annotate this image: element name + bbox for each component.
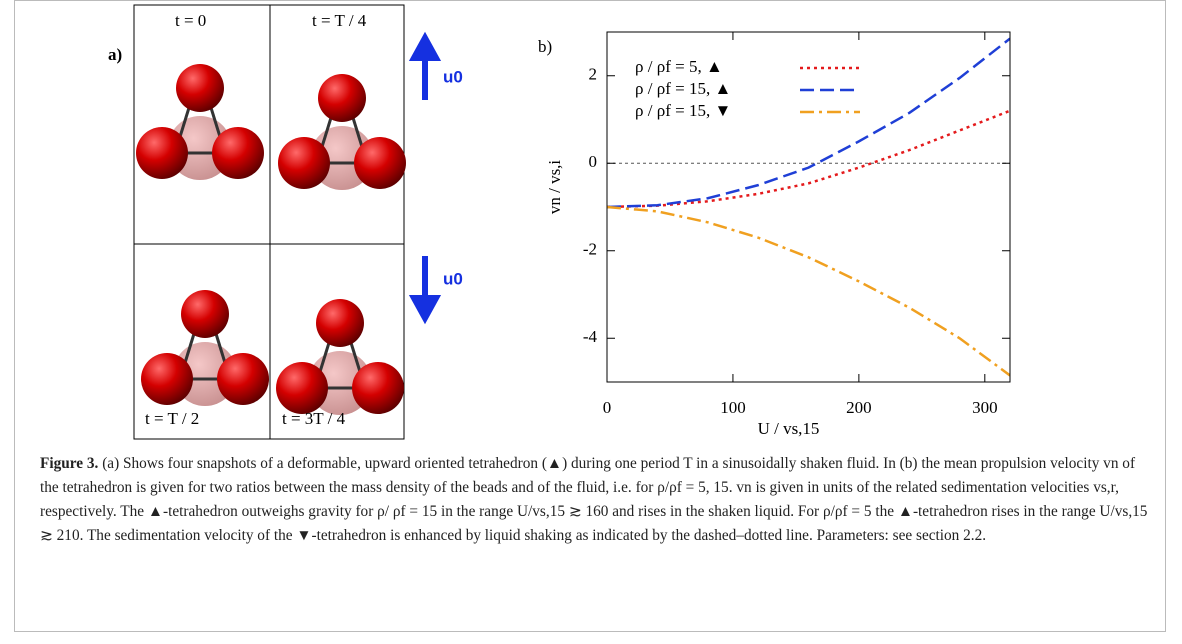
y-tick-label: 2 (589, 65, 598, 84)
x-tick-label: 200 (846, 398, 872, 417)
y-axis-label: vn / vs,i (545, 160, 564, 215)
caption-text: (a) Shows four snapshots of a deformable… (40, 455, 1148, 544)
figure: a) t = 0 t = T / 4 t = T / 2 t = 3T / 4 … (108, 4, 1011, 440)
snapshot-label: t = 0 (175, 11, 206, 30)
arrow-label: u0 (443, 67, 463, 86)
panel-label: a) (108, 45, 122, 64)
series-line (607, 109, 1010, 209)
legend-label: ρ / ρf = 5, ▲ (635, 57, 723, 76)
snapshot-label: t = 3T / 4 (282, 409, 346, 428)
y-tick-label: -2 (583, 240, 597, 259)
x-tick-label: 300 (972, 398, 998, 417)
legend-label: ρ / ρf = 15, ▼ (635, 101, 731, 120)
panel-a-border (133, 4, 405, 440)
y-tick-label: -4 (583, 327, 598, 346)
figure-frame (14, 0, 1166, 632)
caption: Figure 3. (a) Shows four snapshots of a … (40, 452, 1150, 548)
caption-label: Figure 3. (40, 455, 99, 472)
x-tick-label: 0 (603, 398, 612, 417)
snapshot-label: t = T / 4 (312, 11, 367, 30)
series-line (607, 205, 1010, 377)
y-tick-label: 0 (589, 152, 598, 171)
series-line (607, 37, 1010, 209)
panel-label: b) (538, 37, 552, 56)
x-tick-label: 100 (720, 398, 746, 417)
panel-a: a) t = 0 t = T / 4 t = T / 2 t = 3T / 4 … (108, 4, 463, 440)
legend-label: ρ / ρf = 15, ▲ (635, 79, 731, 98)
x-axis-label: U / vs,15 (758, 419, 820, 438)
arrow-label: u0 (443, 269, 463, 288)
panel-b: b) -4 -2 0 2 0 100 200 300 U / vs,15 vn / vs,i ρ /… (538, 31, 1011, 438)
plot-border (606, 31, 1011, 383)
snapshot-label: t = T / 2 (145, 409, 199, 428)
